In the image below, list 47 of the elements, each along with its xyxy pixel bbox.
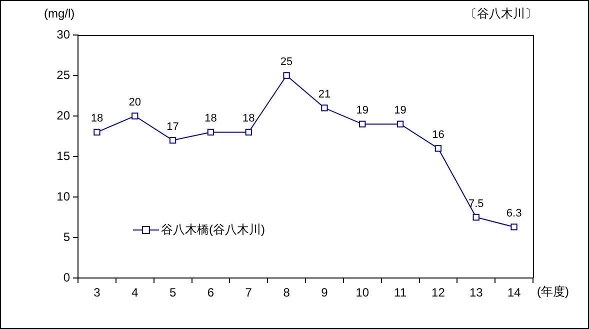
y-tick-label: 20 [56,108,70,122]
point [434,145,442,152]
x-tick-label: 14 [507,286,522,300]
x-tick-label: 12 [432,286,446,300]
data-label: 20 [128,96,141,109]
x-axis-title: (年度) [537,284,569,298]
data-label: 18 [204,112,217,125]
point [283,72,290,79]
legend-label: 谷八木橋(谷八木川) [161,222,265,236]
x-tick-label: 7 [245,286,252,300]
data-label: 17 [166,120,179,133]
data-label: 21 [318,88,331,100]
y-tick-label: 30 [56,27,70,42]
point [94,128,100,136]
point [472,214,480,221]
y-tick-label: 0 [63,270,70,284]
text: 〔谷八木川〕 [465,6,537,20]
point [169,136,176,144]
point [132,112,138,120]
point [245,128,252,136]
data-label: 25 [280,56,293,68]
point [510,224,518,230]
data-label: 19 [356,104,368,117]
x-tick-label: 10 [356,286,370,300]
data-label: 16 [432,128,444,141]
data-label: 6.3 [506,208,522,220]
y-axis-title: (mg/l) [44,6,75,20]
x-tick-label: 6 [207,286,214,300]
x-tick-label: 8 [283,286,290,300]
x-tick-label: 5 [169,286,176,300]
x-tick-label: 4 [132,286,139,300]
x-tick-label: 3 [94,286,101,300]
data-label: 18 [90,112,104,125]
y-tick-label: 5 [63,230,70,244]
point [321,104,328,112]
y-tick-label: 15 [56,148,70,163]
point [359,120,366,128]
y-tick-label: 10 [56,189,70,204]
y-tick-label: 25 [56,68,70,82]
data-label: 19 [394,104,406,117]
x-tick-label: 9 [321,286,328,300]
x-tick-label: 13 [469,286,484,300]
data-label: 18 [242,112,255,125]
point [207,128,214,136]
point [396,120,404,128]
x-tick-label: 11 [394,286,407,300]
data-label: 7.5 [468,198,484,210]
